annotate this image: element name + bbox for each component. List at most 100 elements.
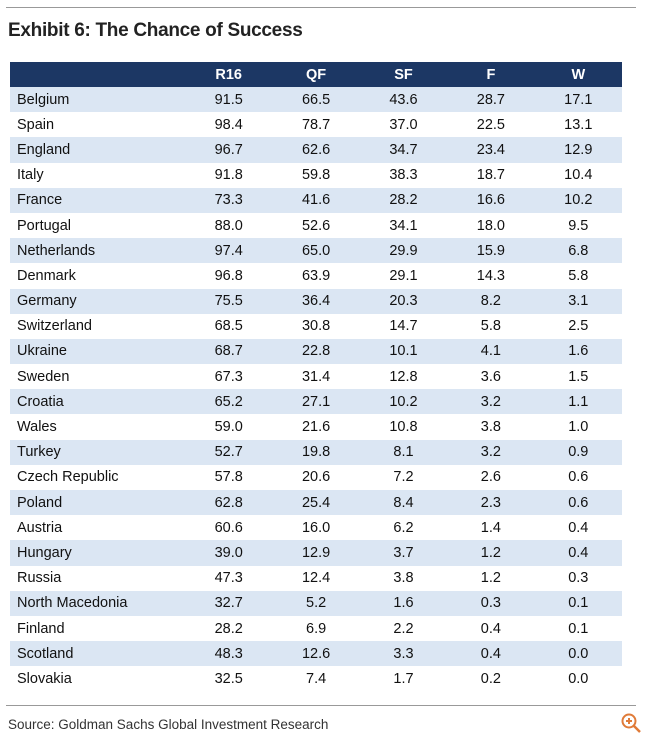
country-cell: Croatia <box>10 389 185 415</box>
header-blank <box>10 62 185 87</box>
country-cell: Portugal <box>17 217 72 234</box>
value-cell: 34.7 <box>359 137 448 163</box>
country-cell: Turkey <box>10 439 185 465</box>
table-row: Czech Republic 57.8 20.6 7.2 2.6 0.6 <box>10 465 622 490</box>
value-cell: 0.0 <box>534 641 622 667</box>
value-cell: 62.8 <box>185 490 273 516</box>
country-cell: Netherlands <box>10 238 185 264</box>
value-cell: 28.7 <box>447 87 535 113</box>
table-row: Turkey 52.7 19.8 8.1 3.2 0.9 <box>10 439 622 465</box>
value-cell: 60.6 <box>214 519 243 536</box>
value-cell: 96.7 <box>185 137 273 163</box>
value-cell: 4.1 <box>447 338 535 365</box>
value-cell: 52.7 <box>185 439 273 465</box>
table-row: Finland 28.2 6.9 2.2 0.4 0.1 <box>10 616 622 641</box>
country-cell: Italy <box>17 167 44 184</box>
value-cell: 13.1 <box>564 116 593 133</box>
title: Exhibit 6: The Chance of Success <box>8 20 303 41</box>
table-row: Spain 98.4 78.7 37.0 22.5 13.1 <box>10 112 622 137</box>
value-cell: 12.9 <box>534 137 622 163</box>
country-cell: Czech Republic <box>17 469 119 486</box>
value-cell: 0.9 <box>534 439 622 465</box>
value-cell: 0.1 <box>534 590 622 616</box>
value-cell: 3.3 <box>359 641 448 667</box>
value-cell: 16.0 <box>301 519 331 536</box>
source: Source: Goldman Sachs Global Investment … <box>8 717 329 732</box>
value-cell: 97.4 <box>185 238 273 264</box>
value-cell: 1.5 <box>568 368 589 385</box>
value-cell: 22.8 <box>272 338 360 365</box>
value-cell: 31.4 <box>301 368 331 385</box>
value-cell: 39.0 <box>185 540 273 566</box>
value-cell: 17.1 <box>534 87 622 113</box>
column-header: W <box>534 62 622 87</box>
country-cell: Slovakia <box>17 670 72 687</box>
value-cell: 43.6 <box>359 87 448 113</box>
value-cell: 1.0 <box>568 419 589 436</box>
value-cell: 6.8 <box>534 238 622 264</box>
zoom-icon[interactable] <box>620 712 642 734</box>
value-cell: 5.2 <box>272 590 360 616</box>
country-cell: North Macedonia <box>10 590 185 616</box>
value-cell: 8.1 <box>359 439 448 465</box>
table-row: Slovakia 32.5 7.4 1.7 0.2 0.0 <box>10 666 622 691</box>
value-cell: 5.8 <box>568 267 589 284</box>
value-cell: 48.3 <box>185 641 273 667</box>
country-cell: Switzerland <box>17 318 92 335</box>
value-cell: 5.8 <box>480 318 501 335</box>
table-row: Germany 75.5 36.4 20.3 8.2 3.1 <box>10 288 622 314</box>
table-row: Scotland 48.3 12.6 3.3 0.4 0.0 <box>10 641 622 667</box>
value-cell: 0.0 <box>568 670 589 687</box>
value-cell: 0.3 <box>447 590 535 616</box>
country-cell: Finland <box>17 620 65 637</box>
value-cell: 21.6 <box>301 419 331 436</box>
value-cell: 38.3 <box>389 167 418 184</box>
table-row: Wales 59.0 21.6 10.8 3.8 1.0 <box>10 414 622 439</box>
value-cell: 91.5 <box>185 87 273 113</box>
value-cell: 12.8 <box>389 368 418 385</box>
value-cell: 18.7 <box>476 167 505 184</box>
value-cell: 27.1 <box>272 389 360 415</box>
value-cell: 2.2 <box>393 620 414 637</box>
value-cell: 91.8 <box>214 167 243 184</box>
value-cell: 7.2 <box>393 469 414 486</box>
value-cell: 63.9 <box>301 267 331 284</box>
country-cell: England <box>10 137 185 163</box>
value-cell: 0.4 <box>534 540 622 566</box>
table-row: Denmark 96.8 63.9 29.1 14.3 5.8 <box>10 263 622 288</box>
value-cell: 2.6 <box>480 469 501 486</box>
value-cell: 8.4 <box>359 490 448 516</box>
country-cell: Russia <box>17 570 62 587</box>
country-cell: Germany <box>10 288 185 314</box>
table-row: France 73.3 41.6 28.2 16.6 10.2 <box>10 187 622 213</box>
value-cell: 62.6 <box>272 137 360 163</box>
value-cell: 3.8 <box>393 570 414 587</box>
value-cell: 3.1 <box>534 288 622 314</box>
value-cell: 41.6 <box>272 187 360 213</box>
value-cell: 1.2 <box>480 570 501 587</box>
value-cell: 12.9 <box>272 540 360 566</box>
value-cell: 25.4 <box>272 490 360 516</box>
value-cell: 36.4 <box>272 288 360 314</box>
value-cell: 3.6 <box>480 368 501 385</box>
top-rule <box>6 7 636 8</box>
value-cell: 28.2 <box>359 187 448 213</box>
value-cell: 30.8 <box>301 318 331 335</box>
table-row: Ukraine 68.7 22.8 10.1 4.1 1.6 <box>10 338 622 365</box>
value-cell: 29.1 <box>389 267 418 284</box>
value-cell: 52.6 <box>301 217 331 234</box>
value-cell: 1.1 <box>534 389 622 415</box>
value-cell: 0.2 <box>480 670 501 687</box>
header-row: R16 QF SF F W <box>10 62 622 87</box>
value-cell: 2.3 <box>447 490 535 516</box>
country-cell: Spain <box>17 116 55 133</box>
country-cell: Poland <box>10 490 185 516</box>
value-cell: 2.5 <box>568 318 589 335</box>
country-cell: France <box>10 187 185 213</box>
value-cell: 29.9 <box>359 238 448 264</box>
value-cell: 12.6 <box>272 641 360 667</box>
value-cell: 19.8 <box>272 439 360 465</box>
table-row: Portugal 88.0 52.6 34.1 18.0 9.5 <box>10 213 622 238</box>
value-cell: 34.1 <box>389 217 418 234</box>
value-cell: 0.3 <box>568 570 589 587</box>
